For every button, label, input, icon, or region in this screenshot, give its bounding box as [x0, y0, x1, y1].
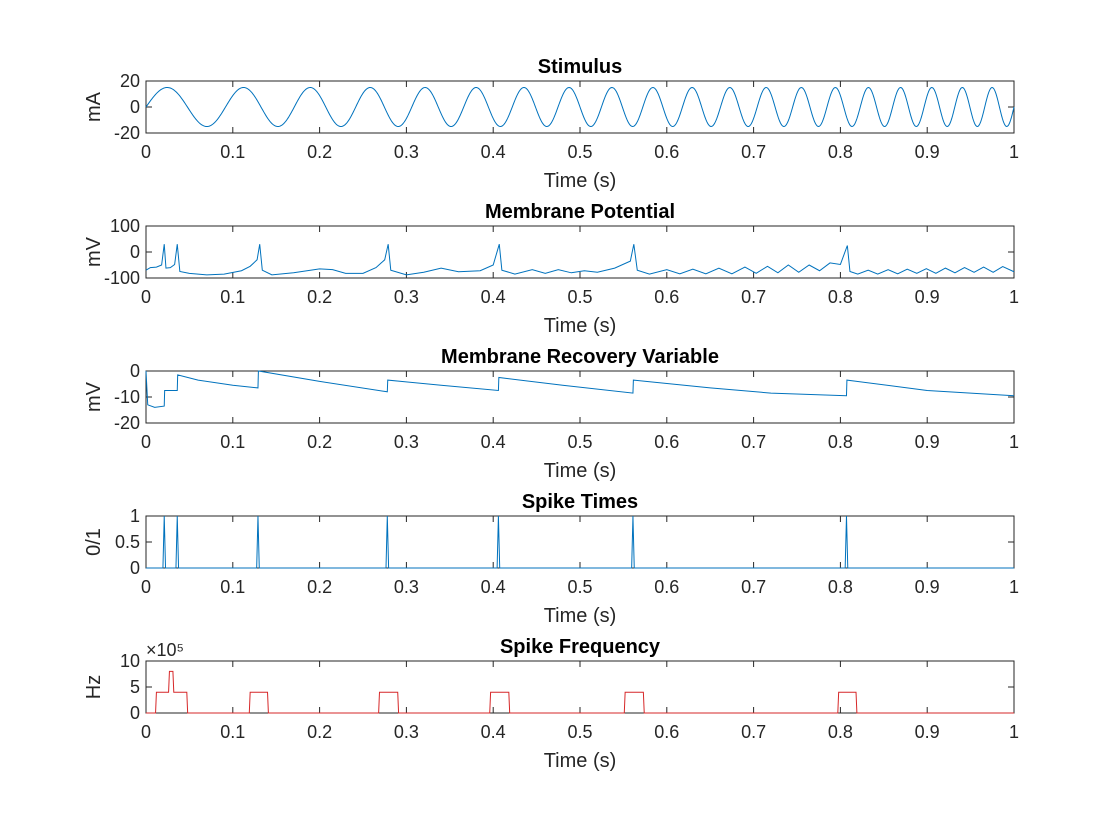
x-tick-label: 0.8: [828, 287, 853, 307]
x-tick-label: 0.7: [741, 432, 766, 452]
y-tick-label: -20: [114, 413, 140, 433]
x-tick-label: 0.3: [394, 432, 419, 452]
y-tick-label: 0: [130, 242, 140, 262]
x-tick-label: 0.6: [654, 287, 679, 307]
x-tick-label: 1: [1009, 432, 1019, 452]
y-axis-label: Hz: [83, 675, 105, 699]
y-axis-label: mV: [83, 381, 105, 412]
x-tick-label: 0.9: [915, 287, 940, 307]
y-axis-label: mV: [83, 236, 105, 267]
x-tick-label: 0.4: [481, 142, 506, 162]
x-tick-label: 0.6: [654, 577, 679, 597]
x-tick-label: 1: [1009, 577, 1019, 597]
subplot-title: Spike Frequency: [500, 636, 661, 658]
x-tick-label: 0: [141, 722, 151, 742]
x-tick-label: 0.5: [567, 722, 592, 742]
x-tick-label: 0.9: [915, 142, 940, 162]
subplot-1: 0 0.1 0.2 0.3 0.4 0.5 0.6 0.7 0.8 0.9 1-20020Stimu…: [83, 56, 1019, 192]
x-tick-label: 0.9: [915, 577, 940, 597]
x-tick-label: 0.2: [307, 287, 332, 307]
x-tick-label: 0.7: [741, 287, 766, 307]
x-tick-label: 0.4: [481, 722, 506, 742]
x-tick-label: 0.5: [567, 287, 592, 307]
x-axis-label: Time (s): [544, 460, 617, 482]
x-tick-label: 0: [141, 142, 151, 162]
x-tick-label: 0.8: [828, 142, 853, 162]
x-tick-label: 0.5: [567, 577, 592, 597]
x-tick-label: 0.8: [828, 577, 853, 597]
x-tick-label: 0.4: [481, 287, 506, 307]
x-tick-label: 0.9: [915, 722, 940, 742]
y-tick-label: -100: [104, 268, 140, 288]
y-tick-label: -10: [114, 387, 140, 407]
x-tick-label: 0.9: [915, 432, 940, 452]
x-tick-label: 0: [141, 577, 151, 597]
x-tick-label: 0.7: [741, 577, 766, 597]
plot-area: [146, 516, 1014, 568]
x-tick-label: 0.1: [220, 432, 245, 452]
x-tick-label: 0: [141, 287, 151, 307]
x-tick-label: 0.2: [307, 432, 332, 452]
x-tick-label: 0.1: [220, 722, 245, 742]
x-tick-label: 0.2: [307, 142, 332, 162]
x-tick-label: 0.6: [654, 432, 679, 452]
x-axis-label: Time (s): [544, 605, 617, 627]
x-tick-label: 0.3: [394, 577, 419, 597]
x-tick-label: 1: [1009, 142, 1019, 162]
x-tick-label: 0.5: [567, 432, 592, 452]
x-tick-label: 0.6: [654, 142, 679, 162]
y-tick-label: 100: [110, 216, 140, 236]
x-tick-label: 0.2: [307, 577, 332, 597]
x-tick-label: 0.3: [394, 722, 419, 742]
x-tick-label: 0.1: [220, 287, 245, 307]
x-tick-label: 1: [1009, 722, 1019, 742]
y-axis-label: 0/1: [83, 528, 105, 556]
subplot-title: Spike Times: [522, 491, 638, 513]
y-axis-label: mA: [83, 91, 105, 122]
y-tick-label: 20: [120, 71, 140, 91]
y-tick-label: 0: [130, 558, 140, 578]
y-tick-label: 0.5: [115, 532, 140, 552]
plot-area: [146, 226, 1014, 278]
x-tick-label: 0.2: [307, 722, 332, 742]
x-axis-label: Time (s): [544, 315, 617, 337]
x-tick-label: 0.3: [394, 287, 419, 307]
y-tick-label: -20: [114, 123, 140, 143]
plot-area: [146, 661, 1014, 713]
x-tick-label: 0.3: [394, 142, 419, 162]
y-tick-label: 0: [130, 97, 140, 117]
x-tick-label: 0.1: [220, 142, 245, 162]
subplot-title: Membrane Potential: [485, 201, 675, 223]
x-tick-label: 0.8: [828, 722, 853, 742]
x-tick-label: 0.1: [220, 577, 245, 597]
x-tick-label: 0.7: [741, 142, 766, 162]
x-tick-label: 0.4: [481, 432, 506, 452]
subplot-2: 0 0.1 0.2 0.3 0.4 0.5 0.6 0.7 0.8 0.9 1-1000100Mem…: [83, 201, 1019, 337]
plot-area: [146, 371, 1014, 423]
y-tick-label: 10: [120, 651, 140, 671]
y-exponent-label: ×10⁵: [146, 640, 184, 660]
y-tick-label: 5: [130, 677, 140, 697]
x-tick-label: 1: [1009, 287, 1019, 307]
subplot-4: 0 0.1 0.2 0.3 0.4 0.5 0.6 0.7 0.8 0.9 1 0 0.5 1 Spike …: [83, 491, 1019, 627]
subplot-3: 0 0.1 0.2 0.3 0.4 0.5 0.6 0.7 0.8 0.9 1 -20 -10 0 Memb…: [83, 346, 1019, 482]
x-tick-label: 0.6: [654, 722, 679, 742]
subplot-title: Membrane Recovery Variable: [441, 346, 719, 368]
y-tick-label: 1: [130, 506, 140, 526]
x-tick-label: 0.8: [828, 432, 853, 452]
x-axis-label: Time (s): [544, 170, 617, 192]
y-tick-label: 0: [130, 361, 140, 381]
x-axis-label: Time (s): [544, 750, 617, 772]
x-tick-label: 0.7: [741, 722, 766, 742]
subplot-title: Stimulus: [538, 56, 622, 78]
x-tick-label: 0: [141, 432, 151, 452]
y-tick-label: 0: [130, 703, 140, 723]
x-tick-label: 0.5: [567, 142, 592, 162]
x-tick-label: 0.4: [481, 577, 506, 597]
